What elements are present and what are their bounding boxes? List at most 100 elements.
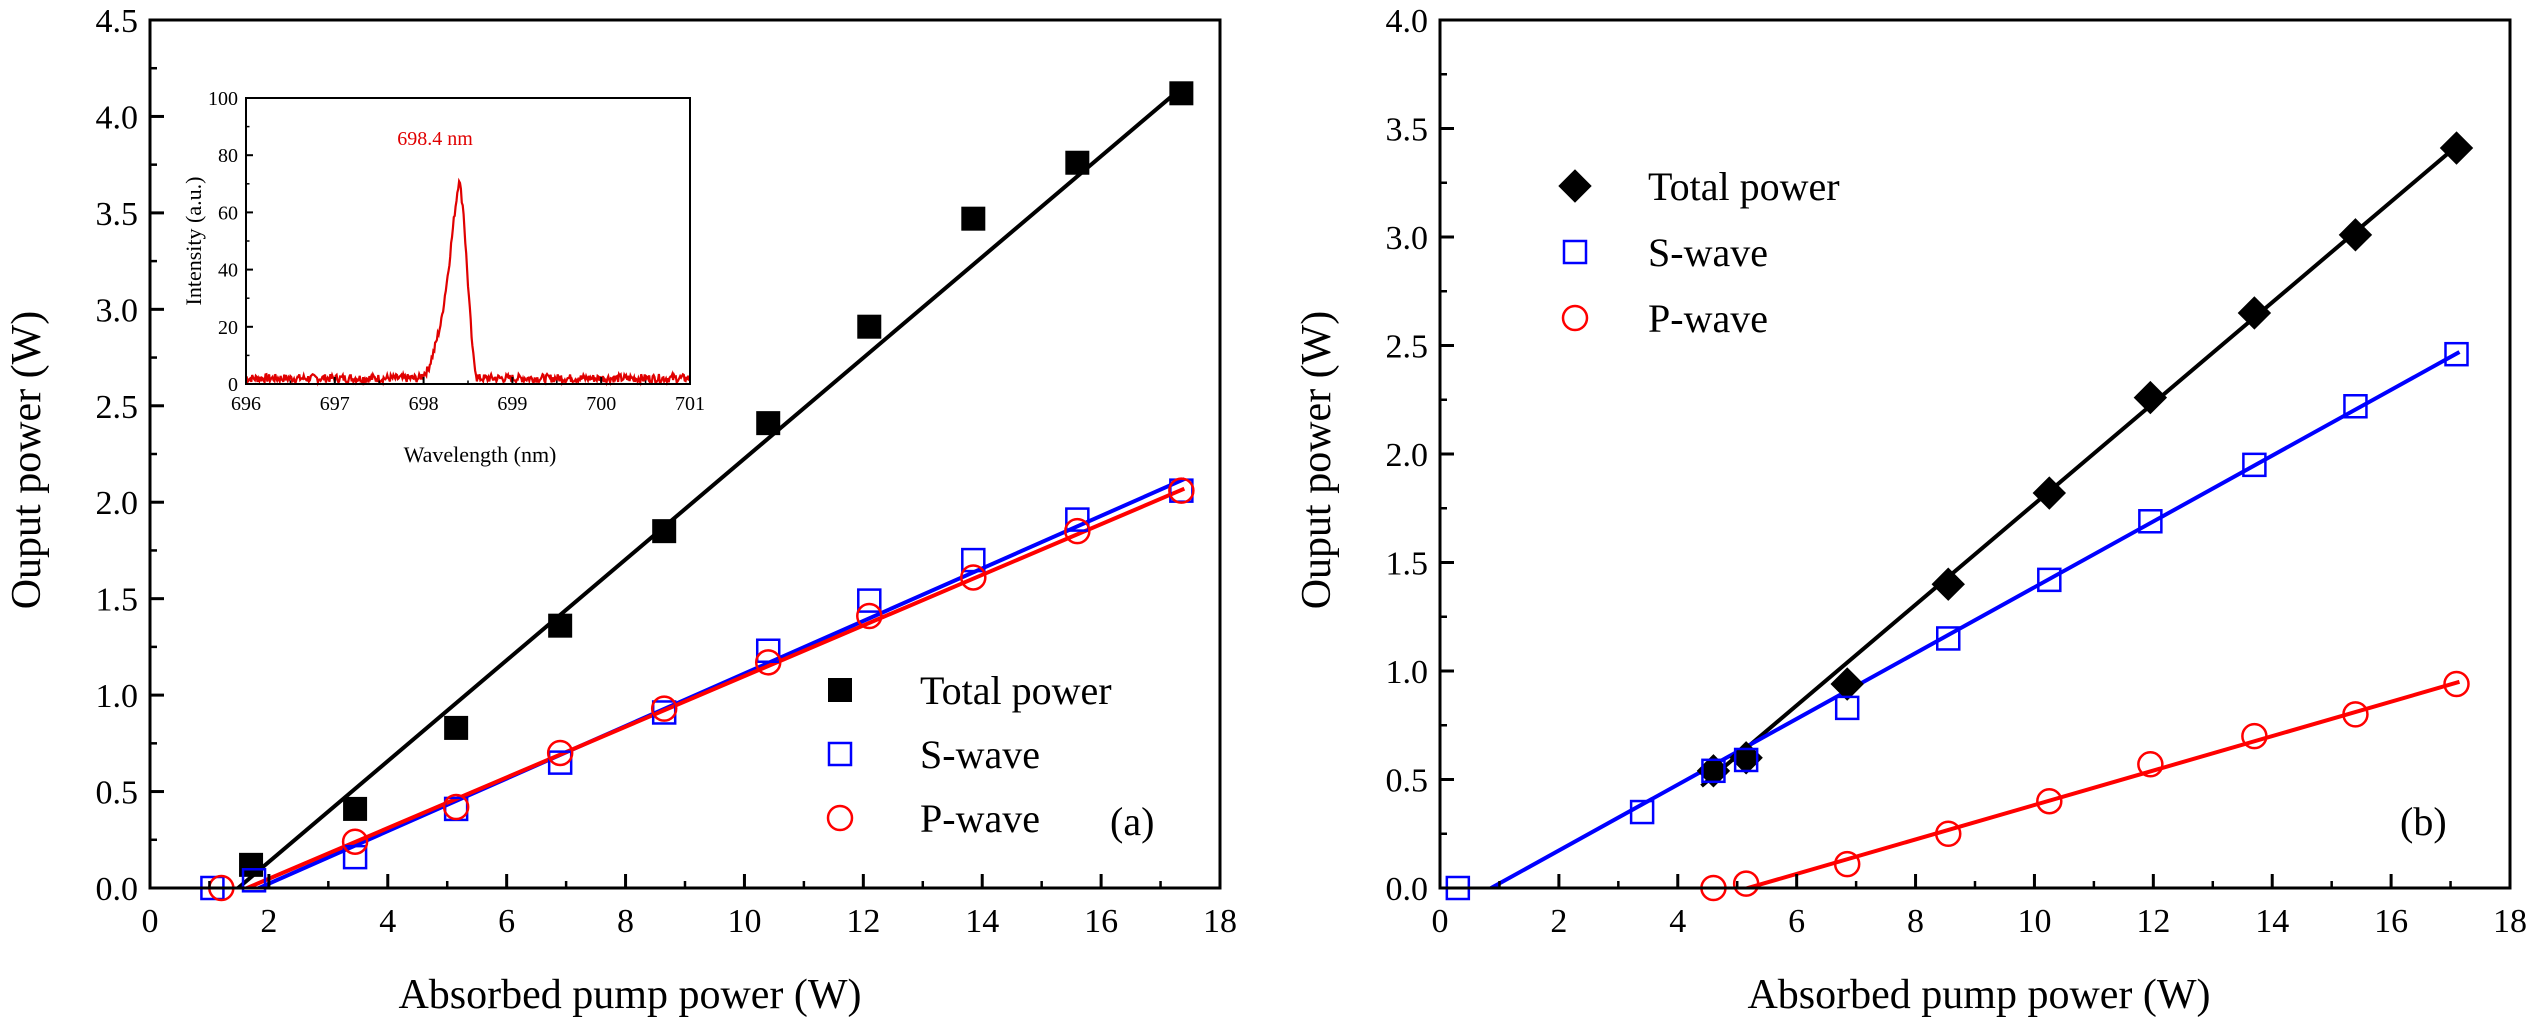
panel-b-point-s-wave [1936,626,1961,651]
panel-b-legend-marker [1561,304,1589,332]
panel-b-point-s-wave [2037,567,2062,593]
panel-b-legend-label: Total power [1648,164,1840,209]
panel-a-x-tick-label: 6 [498,903,515,940]
panel-a-point-p-wave [960,564,987,591]
panel-b-legend-marker [1558,169,1592,203]
panel-a-point-total-power [961,206,986,231]
panel-a-point-p-wave [856,602,883,630]
panel-a-legend-label: P-wave [920,796,1040,841]
panel-a-point-s-wave [1065,507,1090,532]
panel-b-x-tick-label: 16 [2374,903,2408,940]
inset-x-tick-label: 698 [409,393,439,415]
panel-a-y-axis-title: Ouput power (W) [4,311,50,610]
inset-plot: 696 697 698 699 700 701 0 20 40 60 80 100 [208,88,705,415]
panel-b-point-s-wave [1834,695,1860,721]
panel-a-point-total-power [343,796,368,821]
panel-b-point-total-power [1830,667,1864,701]
panel-a-point-p-wave [1064,517,1091,545]
panel-a-point-p-wave [1168,477,1195,504]
inset-x-tick-label: 696 [231,393,261,415]
panel-b-point-p-wave [1935,820,1962,847]
panel-a-y-tick-label: 2.5 [96,389,139,426]
panel-b-y-tick-label: 0.5 [1386,763,1429,800]
panel-a-x-axis-title: Absorbed pump power (W) [398,972,861,1018]
inset-x-tick-label: 697 [320,393,350,415]
panel-a-x-tick-label: 14 [965,903,999,940]
panel-a-x-tick-label: 0 [142,903,159,940]
panel-a-legend-marker [826,804,854,832]
panel-a-y-tick-label: 0.0 [96,871,139,908]
panel-b-point-p-wave [2443,670,2470,698]
panel-b-y-tick-label: 2.0 [1386,437,1429,474]
panel-a-y-tick-label: 4.5 [96,3,139,40]
panel-b-fit-line-s-wave [1486,350,2461,888]
panel-a-legend-marker [827,741,853,767]
panel-a-point-total-power [857,314,882,339]
panel-a-x-tick-label: 16 [1084,903,1118,940]
panel-a-x-tick-label: 18 [1203,903,1237,940]
panel-b-x-tick-label: 12 [2136,903,2170,940]
panel-a-point-total-power [652,519,677,544]
panel-b-y-tick-label: 0.0 [1386,871,1429,908]
panel-b-y-tick-label: 1.5 [1386,546,1429,583]
panel-a-fit-line-p-wave [241,486,1186,888]
panel-a-plot: 0 2 4 6 8 10 12 14 16 18 0.0 0.5 1.0 1.5 2.0 2.5 3.0 3.5 4… [96,3,1238,940]
panel-b-x-axis-title: Absorbed pump power (W) [1747,972,2210,1018]
panel-b-point-p-wave [2036,787,2063,815]
panel-a-frame [148,18,1222,890]
panel-a-legend-label: Total power [920,668,1112,713]
inset-y-axis-title: Intensity (a.u.) [181,177,206,306]
panel-b-x-tick-label: 8 [1907,903,1924,940]
panel-b-x-tick-label: 2 [1550,903,1567,940]
panel-a-y-tick-label: 0.5 [96,775,139,812]
panel-b-fit-line-total-power [1700,142,2461,788]
inset-spectrum-line [245,177,691,387]
panel-b-y-tick-label: 4.0 [1386,3,1429,40]
panel-b-fit-line-p-wave [1740,679,2461,888]
panel-b-point-p-wave [1732,870,1760,897]
panel-a-y-tick-label: 1.0 [96,678,139,715]
panel-b-x-tick-label: 0 [1432,903,1449,940]
panel-a-y-tick-label: 4.0 [96,99,139,136]
panel-b-point-s-wave [2138,509,2163,534]
panel-b: (b) Absorbed pump power (W) Ouput power … [1294,311,2447,1018]
panel-b-point-p-wave [2137,751,2164,778]
panel-a-x-tick-label: 10 [727,903,761,940]
inset-x-tick-label: 699 [497,393,527,415]
panel-b-point-total-power [1931,567,1965,601]
panel-b-x-tick-label: 6 [1788,903,1805,940]
inset-y-tick-label: 100 [208,88,238,110]
panel-a-point-total-power [1169,81,1194,106]
inset-y-tick-label: 60 [218,202,238,224]
panel-b-point-s-wave [1629,799,1655,825]
panel-a-legend-label: S-wave [920,732,1040,777]
inset-x-tick-label: 700 [586,393,616,415]
panel-a-y-tick-label: 2.0 [96,485,139,522]
panel-b-point-p-wave [2241,722,2268,750]
panel-a-point-total-power [1065,150,1090,175]
panel-b-legend-marker [1562,239,1588,265]
panel-b-point-s-wave [2444,341,2469,367]
panel-a-point-p-wave [546,739,574,767]
panel-a-x-tick-label: 8 [617,903,634,940]
inset-spectrum: Wavelength (nm) Intensity (a.u.) 698.4 n… [181,128,556,467]
panel-b-point-p-wave [1833,850,1861,878]
panel-a-point-s-wave [755,638,781,663]
inset-x-axis-title: Wavelength (nm) [404,442,557,467]
panel-b-plot: 0 2 4 6 8 10 12 14 16 18 0.0 0.5 1.0 1.5 2.0 2.5 3.0 3.5 4… [1386,3,2528,940]
panel-b-point-p-wave [2342,701,2369,728]
panel-b-x-tick-label: 10 [2017,903,2051,940]
panel-a-point-s-wave [857,588,882,613]
panel-a: (a) Absorbed pump power (W) Ouput power … [4,311,1154,1018]
panel-a-label: (a) [1110,799,1154,844]
panel-b-point-total-power [2133,380,2168,415]
panel-a-point-total-power [756,411,781,436]
panel-a-point-total-power [548,613,573,638]
panel-a-point-s-wave [547,750,573,775]
panel-a-x-tick-label: 2 [260,903,277,940]
panel-b-x-tick-label: 14 [2255,903,2289,940]
panel-b-point-s-wave [1733,747,1759,773]
panel-a-x-tick-label: 4 [379,903,396,940]
panel-b-legend-label: S-wave [1648,230,1768,275]
